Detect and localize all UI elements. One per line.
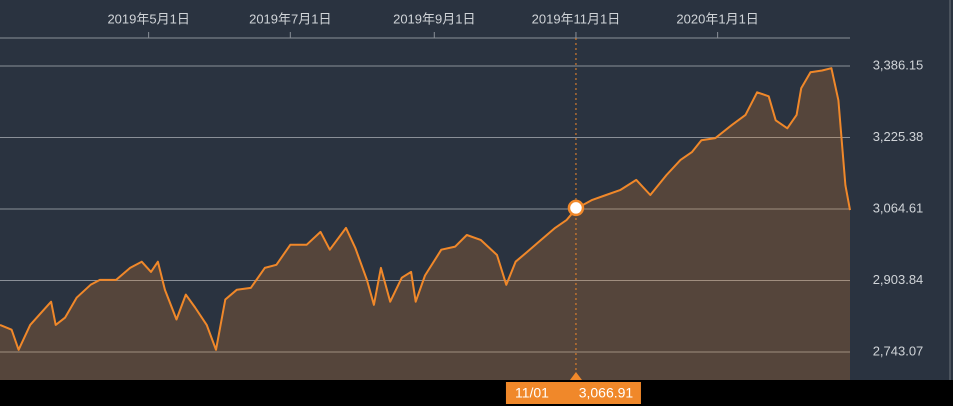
y-tick-label: 3,064.61 xyxy=(873,200,924,215)
x-tick-label: 2019年5月1日 xyxy=(107,11,189,26)
tooltip-box xyxy=(505,382,641,404)
x-tick-label: 2019年7月1日 xyxy=(249,11,331,26)
x-tick-label: 2019年9月1日 xyxy=(393,11,475,26)
y-tick-label: 2,903.84 xyxy=(873,272,924,287)
area-fill xyxy=(0,68,850,380)
y-tick-label: 3,225.38 xyxy=(873,129,924,144)
tooltip-value: 3,066.91 xyxy=(579,385,634,401)
x-tick-label: 2019年11月1日 xyxy=(532,11,621,26)
y-tick-label: 2,743.07 xyxy=(873,343,924,358)
y-tick-label: 3,386.15 xyxy=(873,57,924,72)
tooltip-date: 11/01 xyxy=(515,385,549,401)
x-tick-label: 2020年1月1日 xyxy=(676,11,758,26)
x-footer xyxy=(0,380,953,406)
price-line xyxy=(0,67,851,351)
crosshair-point xyxy=(567,199,585,217)
crosshair-pointer xyxy=(569,372,582,380)
